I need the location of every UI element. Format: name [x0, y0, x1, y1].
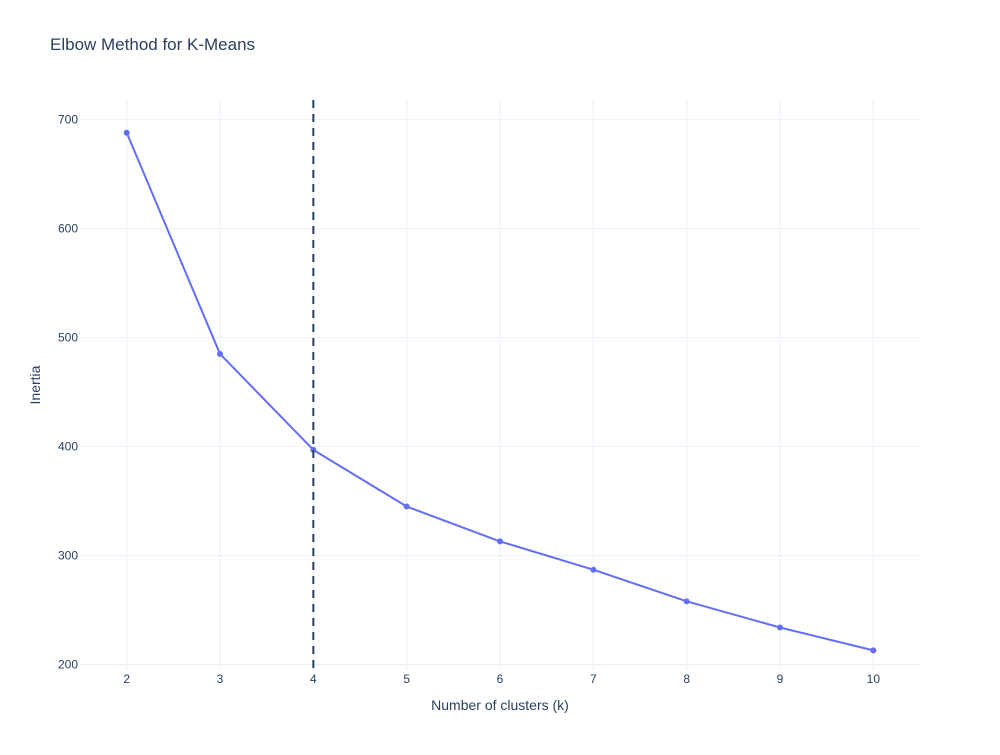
chart-title: Elbow Method for K-Means — [50, 35, 255, 54]
data-point-k9[interactable] — [777, 624, 783, 631]
data-point-k5[interactable] — [403, 503, 410, 510]
x-tick-label: 5 — [403, 672, 410, 686]
y-tick-label: 500 — [58, 331, 78, 345]
x-tick-label: 3 — [217, 672, 224, 686]
y-tick-label: 700 — [58, 113, 78, 127]
y-axis-title: Inertia — [27, 365, 43, 404]
y-grid-lines — [80, 119, 920, 666]
data-point-k7[interactable] — [590, 566, 597, 573]
x-tick-label: 9 — [777, 672, 784, 686]
data-point-k2[interactable] — [123, 129, 130, 136]
y-tick-label: 200 — [58, 658, 78, 672]
y-tick-label: 400 — [58, 440, 78, 454]
x-axis-title: Number of clusters (k) — [431, 697, 569, 713]
x-tick-label: 2 — [123, 672, 130, 686]
x-tick-label: 4 — [310, 672, 317, 686]
data-point-k8[interactable] — [683, 598, 690, 605]
y-tick-label: 600 — [58, 222, 78, 236]
data-point-k10[interactable] — [870, 647, 877, 654]
y-tick-labels: 200 300 400 500 600 700 — [58, 113, 78, 672]
y-tick-label: 300 — [58, 549, 78, 563]
series-layer — [123, 129, 877, 654]
x-tick-label: 8 — [683, 672, 690, 686]
data-point-k3[interactable] — [217, 350, 223, 357]
x-tick-labels: 2 3 4 5 6 7 8 9 10 — [123, 672, 880, 686]
data-point-k4[interactable] — [310, 446, 317, 453]
x-tick-label: 10 — [867, 672, 881, 686]
data-point-k6[interactable] — [497, 538, 503, 545]
x-tick-label: 7 — [590, 672, 597, 686]
x-tick-label: 6 — [497, 672, 504, 686]
